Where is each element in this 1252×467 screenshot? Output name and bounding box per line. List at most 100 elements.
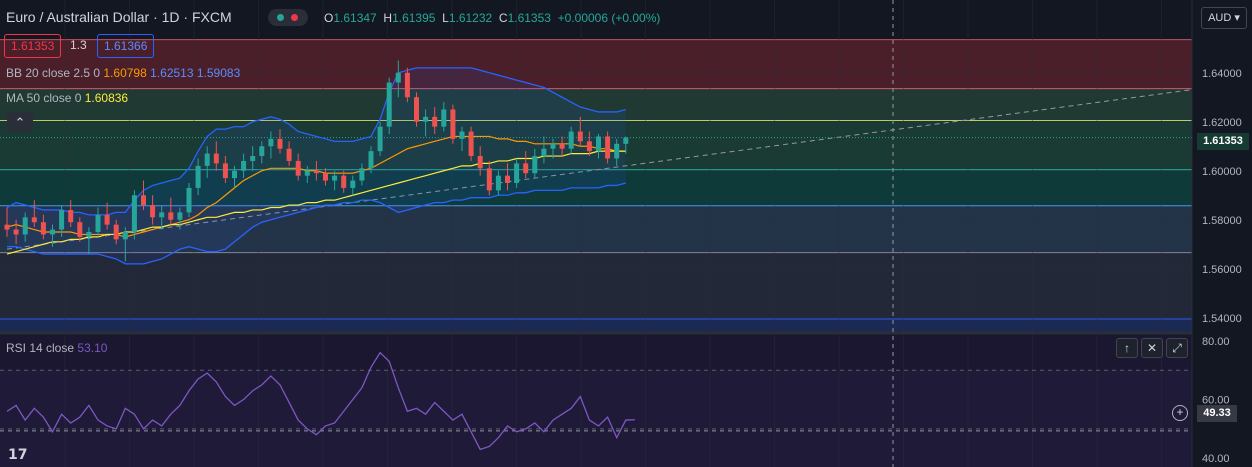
price-tick-label: 1.58000 <box>1202 215 1242 227</box>
candle-body <box>441 109 447 127</box>
price-tick-label: 1.54000 <box>1202 313 1242 325</box>
candle-body <box>486 168 492 191</box>
bb-basis-value: 1.60798 <box>103 66 147 80</box>
candle-body <box>332 175 338 181</box>
rsi-tick-label: 80.00 <box>1202 336 1230 348</box>
price-tick-label: 1.56000 <box>1202 264 1242 276</box>
collapse-legend-button[interactable]: ⌃ <box>7 112 33 132</box>
rsi-label: RSI 14 close <box>6 341 75 355</box>
candle-body <box>550 143 556 149</box>
add-alert-plus-icon[interactable]: + <box>1172 405 1188 421</box>
ma-legend[interactable]: MA 50 close 0 1.60836 <box>6 91 128 105</box>
candle-body <box>368 151 374 169</box>
sell-button[interactable]: 1.61353 <box>4 34 62 58</box>
status-dot-open-icon <box>277 14 284 21</box>
ma50-line <box>6 150 626 255</box>
candle-body <box>359 168 365 181</box>
ohlc-high-key: H <box>383 11 393 25</box>
candle-body <box>59 209 65 230</box>
candle-body <box>541 148 547 157</box>
candle-body <box>505 175 510 183</box>
bb-upper-value: 1.62513 <box>150 66 194 80</box>
candle-body <box>50 229 55 235</box>
price-tick-label: 1.64000 <box>1202 68 1242 80</box>
candle-body <box>377 126 383 152</box>
candle-body <box>122 232 128 240</box>
price-tick-label: 1.62000 <box>1202 117 1242 129</box>
candle-body <box>13 229 19 235</box>
candle-body <box>577 131 583 142</box>
candle-body <box>313 170 319 174</box>
candle-body <box>250 156 256 161</box>
fib-zone <box>0 39 1192 89</box>
maximize-pane-button[interactable]: ⤢ <box>1166 338 1188 358</box>
candle-body <box>614 143 620 159</box>
chevron-down-icon: ▾ <box>1234 12 1240 24</box>
candle-body <box>213 153 219 164</box>
candle-body <box>141 195 146 206</box>
rsi-tick-label: 40.00 <box>1202 453 1230 465</box>
candle-body <box>523 163 529 174</box>
candle-body <box>395 72 401 83</box>
candle-body <box>40 222 46 235</box>
candle-body <box>195 165 201 188</box>
candle-body <box>159 212 165 218</box>
candle-body <box>623 137 629 144</box>
tradingview-logo-icon[interactable]: 17 <box>8 447 28 463</box>
candle-body <box>68 209 74 223</box>
candle-body <box>459 131 465 139</box>
ohlc-high: 1.61395 <box>392 11 436 25</box>
fib-zone <box>0 252 1192 319</box>
candle-body <box>31 217 37 223</box>
rsi-crosshair-label: 49.33 <box>1197 405 1237 422</box>
ohlc-change: +0.00006 (+0.00%) <box>557 11 661 25</box>
bb-lower-value: 1.59083 <box>196 66 241 80</box>
candle-body <box>150 205 156 218</box>
candle-body <box>86 232 92 237</box>
candle-body <box>450 109 456 139</box>
candle-body <box>104 214 110 225</box>
move-pane-up-button[interactable]: ↑ <box>1116 338 1138 358</box>
bb-lower-line <box>7 182 626 265</box>
candle-body <box>586 141 592 152</box>
ohlc-low: 1.61232 <box>448 11 493 25</box>
currency-selector[interactable]: AUD ▾ <box>1201 7 1247 29</box>
candle-body <box>241 160 247 171</box>
candle-body <box>222 163 228 179</box>
candle-body <box>22 217 28 235</box>
close-icon: ✕ <box>1146 341 1158 355</box>
candle-body <box>323 173 328 181</box>
symbol-title[interactable]: Euro / Australian Dollar · 1D · FXCM <box>6 9 232 25</box>
close-pane-button[interactable]: ✕ <box>1141 338 1163 358</box>
market-status-toggle[interactable] <box>268 9 308 26</box>
ohlc-close: 1.61353 <box>507 11 551 25</box>
candle-body <box>95 214 101 232</box>
candle-body <box>259 146 265 157</box>
candle-body <box>350 180 356 188</box>
last-price-label: 1.61353 <box>1197 133 1249 150</box>
chevron-up-icon: ⌃ <box>14 115 26 130</box>
candle-body <box>432 116 438 127</box>
rsi-value: 53.10 <box>77 341 108 355</box>
candle-body <box>186 187 192 213</box>
candle-body <box>113 224 119 240</box>
currency-label: AUD <box>1208 12 1232 24</box>
candle-body <box>605 136 611 159</box>
rsi-band-fill <box>0 370 1192 467</box>
candle-body <box>277 138 283 149</box>
rsi-tick-label: 60.00 <box>1202 395 1230 407</box>
candle-body <box>341 175 347 188</box>
candle-body <box>304 170 310 176</box>
candle-body <box>414 97 419 122</box>
candle-body <box>596 136 601 152</box>
ma-label: MA 50 close 0 <box>6 91 82 105</box>
maximize-icon: ⤢ <box>1172 341 1182 355</box>
bb-legend[interactable]: BB 20 close 2.5 0 1.60798 1.62513 1.5908… <box>6 66 240 80</box>
candle-body <box>386 82 392 127</box>
fib-zone <box>0 88 1192 121</box>
rsi-legend[interactable]: RSI 14 close 53.10 <box>6 341 107 355</box>
candle-body <box>468 131 474 157</box>
buy-button[interactable]: 1.61366 <box>97 34 155 58</box>
candle-body <box>477 156 483 169</box>
